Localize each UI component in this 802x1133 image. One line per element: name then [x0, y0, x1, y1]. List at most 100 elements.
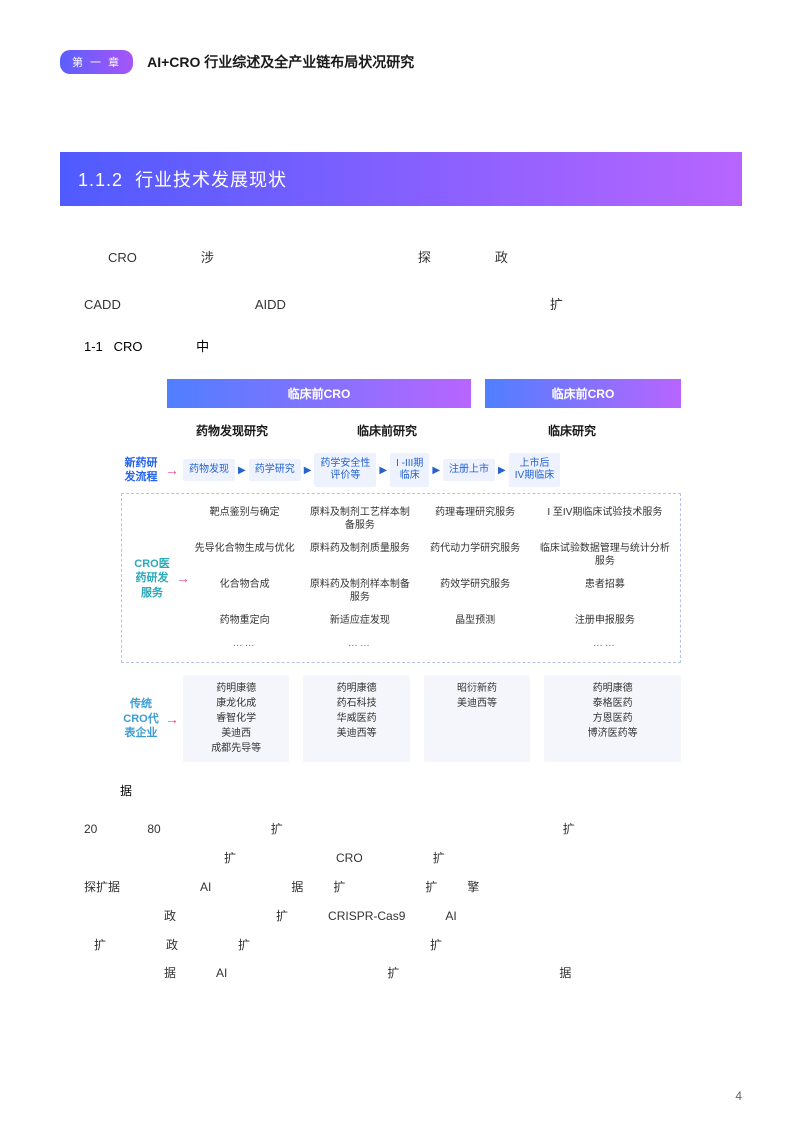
text-frag: 涉 [177, 242, 214, 273]
bottom-text: 20 80 扩 扩 扩 CRO 扩 探扩据 AI 据 扩 扩 擎 政 扩 CRI… [60, 815, 742, 988]
text-frag: CADD [60, 289, 121, 320]
grid-cell: 临床试验数据管理与统计分析服务 [540, 542, 670, 568]
intro-paragraph: CRO 涉 探 政 [60, 242, 742, 273]
text-frag: AI [445, 902, 456, 931]
intro-paragraph: CADD AIDD 扩 [60, 289, 742, 320]
row-label-services: CRO医药研发服务 [132, 557, 172, 600]
flow-step: I -III期临床 [390, 453, 429, 487]
text-frag: 扩 [526, 289, 563, 320]
text-frag: 探 [394, 242, 431, 273]
grid-cell: 先导化合物生成与优化 [194, 542, 295, 568]
phase-header: 临床前CRO [167, 379, 471, 408]
text-frag: 政 [164, 902, 176, 931]
text-frag: 1-1 [84, 339, 103, 354]
source-note: 据 [60, 782, 742, 799]
company-col: 昭衍新药美迪西等 [424, 675, 530, 762]
text-frag: CRO [336, 844, 363, 873]
grid-cell: 药代动力学研究服务 [425, 542, 526, 568]
section-title: 行业技术发展现状 [135, 170, 287, 190]
row-label-companies: 传统CRO代表企业 [121, 697, 161, 740]
chapter-badge: 第 一 章 [60, 50, 133, 74]
text-frag: 扩 [224, 844, 236, 873]
grid-cell: 化合物合成 [194, 578, 295, 604]
grid-cell: 晶型预测 [425, 614, 526, 627]
text-frag: CRO [84, 242, 137, 273]
text-frag: 扩 [387, 959, 399, 988]
text-frag: AI [200, 873, 211, 902]
text-frag: 扩 [238, 931, 250, 960]
grid-cell: 靶点鉴别与确定 [194, 506, 295, 532]
figure-label: 1-1 CRO 中 [60, 336, 742, 355]
text-frag: CRISPR-Cas9 [328, 902, 405, 931]
grid-cell: 药理毒理研究服务 [425, 506, 526, 532]
page-number: 4 [735, 1089, 742, 1103]
chevron-icon: ▶ [238, 465, 246, 476]
grid-cell: 患者招募 [540, 578, 670, 604]
text-frag: 据 [291, 873, 303, 902]
flow-step: 上市后IV期临床 [509, 453, 560, 487]
text-frag: 探扩据 [84, 873, 120, 902]
flow-section: 新药研发流程 → 药物发现 ▶ 药学研究 ▶ 药学安全性评价等 ▶ I -III… [121, 453, 681, 487]
section-banner: 1.1.2 行业技术发展现状 [60, 152, 742, 206]
flow-step: 注册上市 [443, 459, 495, 481]
companies-grid: 药明康德康龙化成睿智化学美迪西成都先导等 药明康德药石科技华威医药美迪西等 昭衍… [183, 675, 681, 762]
header-title: AI+CRO 行业综述及全产业链布局状况研究 [147, 52, 414, 72]
cro-diagram: 临床前CRO 临床前CRO 药物发现研究 临床前研究 临床研究 新药研发流程 →… [121, 379, 681, 762]
text-frag: 政 [166, 931, 178, 960]
text-frag: 扩 [430, 931, 442, 960]
text-frag: 扩 [276, 902, 288, 931]
text-frag: 政 [471, 242, 508, 273]
page-header: 第 一 章 AI+CRO 行业综述及全产业链布局状况研究 [60, 50, 742, 74]
grid-cell: 药效学研究服务 [425, 578, 526, 604]
grid-cell: …… [194, 637, 295, 650]
text-frag: 80 [147, 815, 160, 844]
text-frag: 扩 [94, 931, 106, 960]
chevron-icon: ▶ [304, 465, 312, 476]
services-panel: CRO医药研发服务 → 靶点鉴别与确定 原料及制剂工艺样本制备服务 药理毒理研究… [121, 493, 681, 663]
grid-cell: 原料药及制剂质量服务 [309, 542, 410, 568]
company-col: 药明康德康龙化成睿智化学美迪西成都先导等 [183, 675, 289, 762]
text-frag: 20 [84, 815, 97, 844]
flow-boxes: 药物发现 ▶ 药学研究 ▶ 药学安全性评价等 ▶ I -III期临床 ▶ 注册上… [183, 453, 681, 487]
grid-cell: …… [540, 637, 670, 650]
text-frag: 擎 [467, 873, 479, 902]
text-frag: 据 [559, 959, 571, 988]
grid-cell: 新适应症发现 [309, 614, 410, 627]
company-col: 药明康德泰格医药方恩医药博济医药等 [544, 675, 681, 762]
phase-header: 临床前CRO [485, 379, 681, 408]
arrow-icon: → [176, 570, 190, 586]
row-label-flow: 新药研发流程 [121, 456, 161, 485]
text-frag: CRO [114, 339, 143, 354]
services-grid: 靶点鉴别与确定 原料及制剂工艺样本制备服务 药理毒理研究服务 I 至IV期临床试… [194, 506, 670, 650]
grid-cell: 注册申报服务 [540, 614, 670, 627]
text-frag: 中 [196, 339, 209, 354]
category-label: 临床前研究 [297, 418, 477, 443]
arrow-icon: → [165, 711, 179, 727]
text-frag: 扩 [425, 873, 437, 902]
category-label: 药物发现研究 [167, 418, 297, 443]
grid-cell: 原料及制剂工艺样本制备服务 [309, 506, 410, 532]
grid-cell: I 至IV期临床试验技术服务 [540, 506, 670, 532]
grid-cell: 原料药及制剂样本制备服务 [309, 578, 410, 604]
companies-section: 传统CRO代表企业 → 药明康德康龙化成睿智化学美迪西成都先导等 药明康德药石科… [121, 675, 681, 762]
text-frag: 扩 [433, 844, 445, 873]
text-frag: 扩 [333, 873, 345, 902]
text-frag: 扩 [563, 815, 575, 844]
chevron-icon: ▶ [379, 465, 387, 476]
company-col: 药明康德药石科技华威医药美迪西等 [303, 675, 409, 762]
grid-cell [425, 637, 526, 650]
flow-step: 药学研究 [249, 459, 301, 481]
phase-headers: 临床前CRO 临床前CRO [167, 379, 681, 408]
grid-cell: 药物重定向 [194, 614, 295, 627]
flow-step: 药学安全性评价等 [314, 453, 376, 487]
text-frag: 据 [164, 959, 176, 988]
text-frag: 扩 [271, 815, 283, 844]
flow-step: 药物发现 [183, 459, 235, 481]
chevron-icon: ▶ [432, 465, 440, 476]
grid-cell: …… [309, 637, 410, 650]
chevron-icon: ▶ [498, 465, 506, 476]
text-frag: AIDD [231, 289, 286, 320]
category-row: 药物发现研究 临床前研究 临床研究 [167, 418, 681, 443]
section-number: 1.1.2 [78, 170, 123, 190]
text-frag: AI [216, 959, 227, 988]
